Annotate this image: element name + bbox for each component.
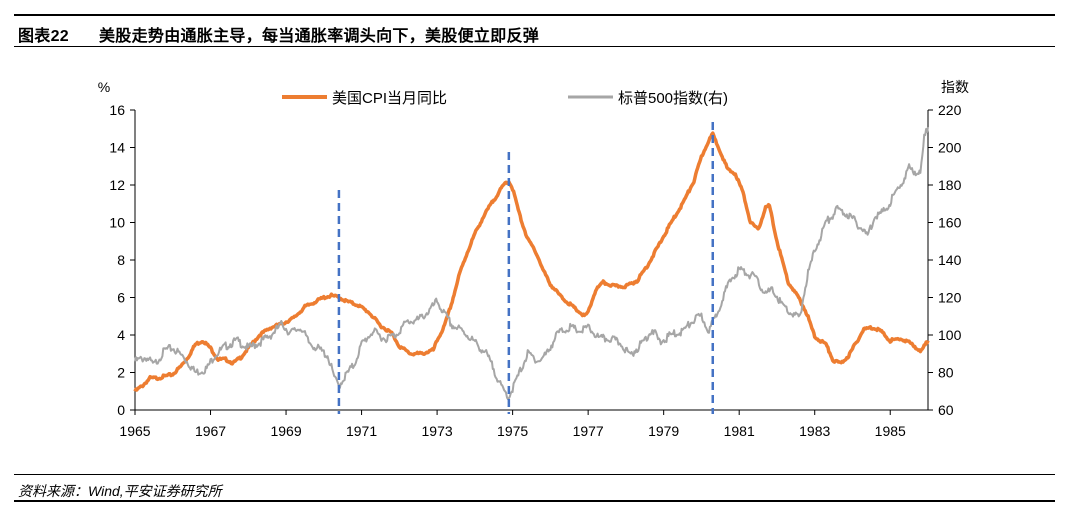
left-tick-label: 8 (117, 252, 125, 268)
right-tick-label: 80 (938, 365, 954, 381)
footer-top-rule (14, 474, 1055, 475)
legend-label: 美国CPI当月同比 (332, 90, 447, 107)
figure-number: 图表22 (18, 28, 69, 45)
x-tick-label: 1981 (724, 423, 755, 439)
right-tick-label: 140 (938, 252, 962, 268)
right-tick-label: 200 (938, 140, 962, 156)
footer-bottom-rule (14, 500, 1055, 502)
right-tick-label: 120 (938, 290, 962, 306)
legend-label: 标普500指数(右) (618, 90, 728, 107)
figure-title: 图表22 美股走势由通胀主导，每当通胀率调头向下，美股便立即反弹 (18, 22, 539, 46)
right-tick-label: 100 (938, 327, 962, 343)
left-tick-label: 16 (109, 102, 125, 118)
left-tick-label: 6 (117, 290, 125, 306)
left-axis-unit: % (98, 79, 110, 95)
right-tick-label: 160 (938, 215, 962, 231)
left-tick-label: 10 (109, 215, 125, 231)
sp500-series-line (134, 126, 929, 401)
x-tick-label: 1983 (799, 423, 830, 439)
left-tick-label: 2 (117, 365, 125, 381)
right-tick-label: 220 (938, 102, 962, 118)
x-tick-label: 1985 (875, 423, 906, 439)
left-tick-label: 4 (117, 327, 125, 343)
x-tick-label: 1979 (648, 423, 679, 439)
x-tick-label: 1967 (195, 423, 226, 439)
x-tick-label: 1971 (346, 423, 377, 439)
top-rule (14, 14, 1055, 16)
left-tick-label: 12 (109, 177, 125, 193)
title-rule (14, 46, 1055, 47)
left-tick-label: 14 (109, 140, 125, 156)
cpi-series-line (133, 131, 930, 392)
figure-title-text: 美股走势由通胀主导，每当通胀率调头向下，美股便立即反弹 (99, 28, 540, 45)
source-note: 资料来源：Wind,平安证券研究所 (18, 483, 222, 499)
right-tick-label: 180 (938, 177, 962, 193)
x-tick-label: 1969 (270, 423, 301, 439)
x-tick-label: 1973 (422, 423, 453, 439)
x-tick-label: 1977 (573, 423, 604, 439)
x-tick-label: 1975 (497, 423, 528, 439)
x-tick-label: 1965 (119, 423, 150, 439)
right-tick-label: 60 (938, 402, 954, 418)
right-axis-unit: 指数 (941, 79, 969, 95)
left-tick-label: 0 (117, 402, 125, 418)
